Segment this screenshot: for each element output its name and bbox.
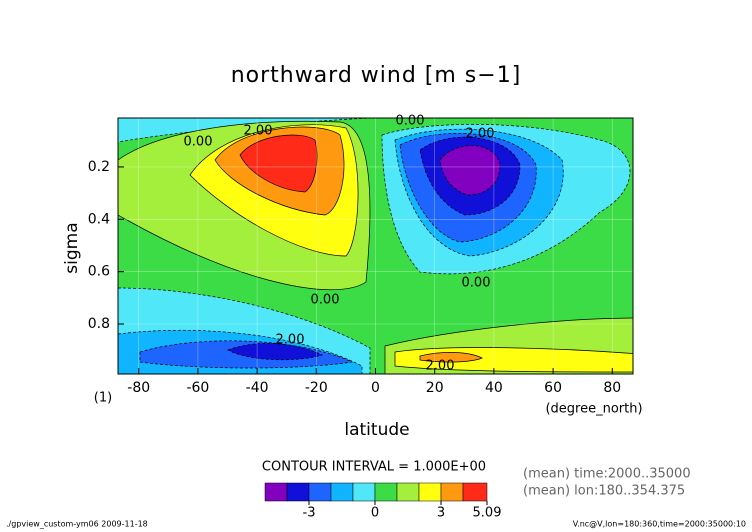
colorbar-tick-label: 5.09 bbox=[473, 506, 502, 521]
colorbar-box bbox=[264, 482, 288, 502]
y-tick-label: 0.8 bbox=[88, 316, 110, 332]
colorbar-box bbox=[374, 482, 398, 502]
x-unit-label: (degree_north) bbox=[545, 402, 642, 417]
colorbar-box bbox=[396, 482, 420, 502]
contour-label: 2.00 bbox=[276, 333, 305, 348]
contour-region bbox=[439, 145, 501, 196]
colorbar-box bbox=[418, 482, 442, 502]
contour-label: 2.00 bbox=[244, 124, 273, 139]
y-axis-label: sigma bbox=[62, 222, 82, 273]
y-tick-label: 0.4 bbox=[88, 211, 110, 227]
colorbar-tick-label: 0 bbox=[371, 506, 379, 521]
plot-area bbox=[118, 118, 633, 374]
x-tick-label: 60 bbox=[544, 380, 562, 396]
colorbar-box bbox=[330, 482, 354, 502]
x-axis-label: latitude bbox=[344, 420, 409, 440]
colorbar-tick-label: 3 bbox=[437, 506, 445, 521]
y-tick-label: 0.2 bbox=[88, 159, 110, 175]
x-tick-label: 0 bbox=[371, 380, 380, 396]
colorbar-tick-label: -3 bbox=[303, 506, 316, 521]
footer-right: V.nc@V,lon=180:360,time=2000:35000:10 bbox=[573, 520, 746, 529]
contour-interval: CONTOUR INTERVAL = 1.000E+00 bbox=[262, 460, 486, 475]
contour-region bbox=[227, 343, 323, 361]
note: (mean) lon:180..354.375 bbox=[523, 484, 685, 499]
colorbar-box bbox=[308, 482, 332, 502]
contour-label: 0.00 bbox=[396, 114, 425, 129]
contour-label: 0.00 bbox=[184, 135, 213, 150]
x-tick-label: 20 bbox=[426, 380, 444, 396]
plot-frame bbox=[117, 117, 634, 375]
contour-label: 0.00 bbox=[311, 293, 340, 308]
y-unit-label: (1) bbox=[94, 391, 112, 406]
contour-region bbox=[118, 118, 371, 143]
contour-region bbox=[419, 352, 483, 363]
x-tick-label: 80 bbox=[603, 380, 621, 396]
contour-label: 2.00 bbox=[426, 359, 455, 374]
contour-label: 0.00 bbox=[462, 276, 491, 291]
contour-label: 2.00 bbox=[466, 127, 495, 142]
contour-region bbox=[239, 134, 318, 193]
x-tick-label: 40 bbox=[485, 380, 503, 396]
footer-left: ./gpview_custom-ym06 2009-11-18 bbox=[6, 520, 148, 529]
x-tick-label: -60 bbox=[186, 380, 209, 396]
colorbar-box bbox=[286, 482, 310, 502]
chart-title: northward wind [m s−1] bbox=[231, 63, 522, 88]
y-tick-label: 0.6 bbox=[88, 264, 110, 280]
x-tick-label: -40 bbox=[246, 380, 269, 396]
x-tick-label: -80 bbox=[127, 380, 150, 396]
colorbar-box bbox=[352, 482, 376, 502]
note: (mean) time:2000..35000 bbox=[523, 467, 691, 482]
x-tick-label: -20 bbox=[305, 380, 328, 396]
colorbar-box bbox=[440, 482, 464, 502]
colorbar-box bbox=[462, 482, 488, 502]
